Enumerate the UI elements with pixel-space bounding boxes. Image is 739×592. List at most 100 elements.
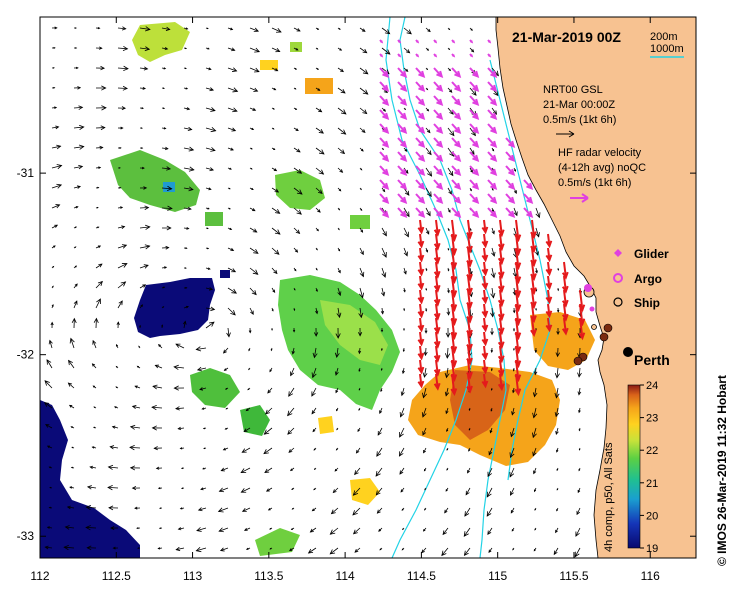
model-vector bbox=[139, 147, 144, 149]
model-vector bbox=[403, 247, 408, 257]
model-vector bbox=[307, 547, 317, 554]
orange-patch-north bbox=[305, 78, 333, 94]
hf-vector-magenta bbox=[469, 39, 474, 44]
model-vector bbox=[240, 467, 251, 473]
model-vector bbox=[447, 167, 454, 177]
model-vector bbox=[381, 227, 387, 237]
model-vector bbox=[51, 67, 55, 69]
model-vector bbox=[73, 185, 82, 189]
model-vector bbox=[247, 387, 251, 391]
model-vector bbox=[381, 47, 391, 55]
hf-vector-magenta bbox=[469, 193, 480, 205]
model-vector bbox=[315, 127, 324, 134]
model-vector bbox=[227, 107, 238, 113]
model-vector bbox=[161, 87, 165, 90]
hf-vector-red bbox=[545, 247, 553, 263]
model-vector bbox=[403, 207, 410, 218]
model-vector bbox=[249, 27, 260, 33]
model-vector bbox=[51, 86, 56, 89]
hf-vector-magenta bbox=[469, 95, 480, 107]
model-vector bbox=[161, 47, 169, 51]
hf-vector-magenta bbox=[415, 109, 426, 121]
hf-vector-magenta bbox=[379, 67, 390, 79]
hf-vector-magenta bbox=[433, 67, 444, 79]
model-vector bbox=[556, 447, 559, 453]
model-vector bbox=[93, 426, 97, 429]
model-vector bbox=[241, 447, 251, 453]
model-vector bbox=[73, 124, 85, 130]
model-vector bbox=[161, 324, 164, 329]
model-vector bbox=[425, 187, 432, 198]
model-legend-line3: 0.5m/s (1kt 6h) bbox=[543, 114, 616, 126]
model-vector bbox=[556, 467, 559, 472]
model-vector bbox=[293, 27, 301, 32]
model-vector bbox=[46, 526, 53, 529]
model-vector bbox=[289, 467, 295, 472]
model-vector bbox=[380, 307, 385, 315]
model-vector bbox=[381, 187, 386, 193]
model-vector bbox=[95, 26, 101, 30]
model-vector bbox=[313, 327, 319, 337]
model-vector bbox=[315, 87, 321, 91]
model-vector bbox=[248, 327, 252, 334]
hf-vector-magenta bbox=[469, 165, 480, 177]
model-vector bbox=[205, 127, 217, 133]
model-vector bbox=[223, 347, 229, 354]
model-vector bbox=[196, 366, 207, 372]
model-vector bbox=[535, 247, 539, 256]
model-vector bbox=[422, 527, 427, 532]
model-vector bbox=[354, 467, 361, 476]
model-vector bbox=[227, 127, 237, 132]
hf-vector-magenta bbox=[433, 165, 444, 177]
model-vector bbox=[217, 507, 229, 513]
model-vector bbox=[337, 207, 341, 211]
city-label: Perth bbox=[634, 352, 670, 368]
model-vector bbox=[113, 406, 119, 409]
hf-vector-red bbox=[481, 219, 489, 235]
model-vector bbox=[554, 407, 560, 418]
model-vector bbox=[359, 27, 366, 32]
model-vector bbox=[95, 186, 100, 189]
model-vector bbox=[92, 385, 97, 389]
hf-vector-red bbox=[545, 303, 553, 319]
model-vector bbox=[337, 247, 341, 252]
model-vector bbox=[463, 547, 471, 556]
model-vector bbox=[222, 447, 229, 451]
model-vector bbox=[311, 387, 317, 397]
model-vector bbox=[203, 447, 207, 450]
model-vector bbox=[511, 407, 515, 416]
model-vector bbox=[117, 206, 124, 209]
model-vector bbox=[218, 527, 229, 533]
hf-vector-red bbox=[417, 303, 425, 319]
model-vector bbox=[50, 321, 54, 329]
model-vector bbox=[533, 547, 537, 552]
model-vector bbox=[248, 347, 251, 352]
model-vector bbox=[441, 547, 449, 557]
ship-marker-1 bbox=[603, 323, 613, 333]
model-vector bbox=[512, 367, 515, 372]
model-vector bbox=[73, 105, 84, 110]
model-vector bbox=[89, 465, 97, 470]
hf-vector-magenta bbox=[379, 39, 384, 44]
model-vector bbox=[291, 487, 295, 490]
hf-vector-magenta bbox=[505, 151, 516, 163]
model-vector bbox=[469, 87, 477, 96]
hf-vector-magenta bbox=[487, 193, 498, 205]
x-tick-label: 112.5 bbox=[102, 569, 131, 583]
model-vector bbox=[205, 267, 211, 270]
hf-vector-red bbox=[530, 261, 537, 282]
model-vector bbox=[491, 247, 496, 257]
model-vector bbox=[578, 407, 581, 414]
hf-vector-red bbox=[497, 289, 505, 308]
model-vector bbox=[381, 247, 387, 258]
model-vector bbox=[95, 280, 103, 289]
hf-vector-red bbox=[530, 289, 537, 310]
hf-vector-red bbox=[481, 317, 489, 333]
x-tick-label: 114.5 bbox=[407, 569, 436, 583]
model-vector bbox=[136, 365, 141, 369]
hf-legend-line2: (4-12h avg) noQC bbox=[558, 162, 646, 174]
model-vector bbox=[249, 307, 254, 315]
hf-vector-red bbox=[433, 345, 441, 363]
model-vector bbox=[535, 227, 540, 238]
model-vector bbox=[400, 387, 405, 397]
